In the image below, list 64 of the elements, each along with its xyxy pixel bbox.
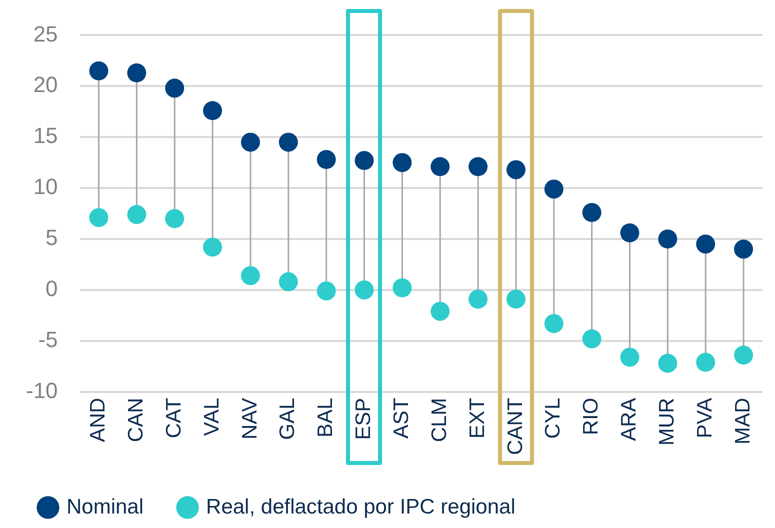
x-tick-label: CAT bbox=[162, 398, 186, 438]
y-tick-label: 5 bbox=[46, 225, 58, 250]
y-tick-label: 25 bbox=[33, 21, 58, 46]
x-tick-label: VAL bbox=[200, 398, 224, 436]
x-tick-label: AST bbox=[390, 398, 413, 439]
x-tick-label: EXT bbox=[466, 398, 489, 439]
point bbox=[240, 132, 260, 152]
x-tick-label: CLM bbox=[428, 398, 451, 442]
point bbox=[354, 280, 374, 300]
point bbox=[430, 302, 450, 321]
x-tick-label: GAL bbox=[276, 398, 300, 440]
x-tick-label: CAN bbox=[124, 398, 148, 442]
x-tick-label: ESP bbox=[352, 398, 376, 440]
x-tick-label: MUR bbox=[655, 398, 678, 446]
x-tick-label: CANT bbox=[504, 398, 527, 456]
point bbox=[203, 238, 222, 257]
x-tick-label: AND bbox=[86, 398, 110, 442]
y-tick-label: -10 bbox=[26, 378, 58, 403]
point bbox=[734, 346, 754, 365]
x-tick-label: MAD bbox=[731, 398, 754, 445]
x-tick-label: PVA bbox=[693, 398, 716, 438]
point bbox=[468, 157, 488, 176]
point bbox=[89, 208, 108, 228]
point bbox=[696, 352, 716, 372]
point bbox=[468, 290, 488, 309]
legend-label: Nominal bbox=[66, 495, 144, 518]
point bbox=[165, 78, 184, 98]
point bbox=[203, 101, 222, 120]
x-tick-label: CYL bbox=[542, 398, 565, 439]
y-tick-label: -5 bbox=[38, 326, 58, 352]
point bbox=[127, 205, 146, 224]
point bbox=[354, 151, 374, 170]
point bbox=[430, 157, 450, 176]
point bbox=[582, 203, 602, 222]
point bbox=[658, 229, 678, 248]
point bbox=[582, 329, 602, 348]
point bbox=[658, 354, 678, 373]
point bbox=[278, 272, 298, 292]
y-tick-label: 15 bbox=[33, 123, 58, 148]
x-tick-label: BAL bbox=[314, 398, 338, 438]
point bbox=[620, 348, 640, 367]
x-tick-label: RIO bbox=[580, 398, 603, 436]
legend-label: Real, deflactado por IPC regional bbox=[206, 495, 516, 518]
y-tick-label: 20 bbox=[33, 72, 58, 98]
x-tick-label: ARA bbox=[618, 398, 641, 442]
point bbox=[240, 266, 260, 286]
point bbox=[506, 160, 526, 180]
point bbox=[392, 278, 412, 298]
point bbox=[696, 234, 716, 254]
point bbox=[165, 209, 184, 228]
point bbox=[127, 63, 146, 82]
y-tick-label: 10 bbox=[33, 174, 58, 200]
point bbox=[620, 223, 640, 242]
point bbox=[89, 61, 108, 80]
point bbox=[316, 281, 336, 300]
point bbox=[544, 180, 564, 199]
point bbox=[278, 132, 298, 152]
point bbox=[316, 150, 336, 170]
point bbox=[506, 290, 526, 309]
y-tick-label: 0 bbox=[46, 276, 58, 301]
point bbox=[734, 240, 754, 259]
x-tick-label: NAV bbox=[238, 398, 262, 440]
point bbox=[392, 153, 412, 172]
point bbox=[544, 314, 564, 334]
